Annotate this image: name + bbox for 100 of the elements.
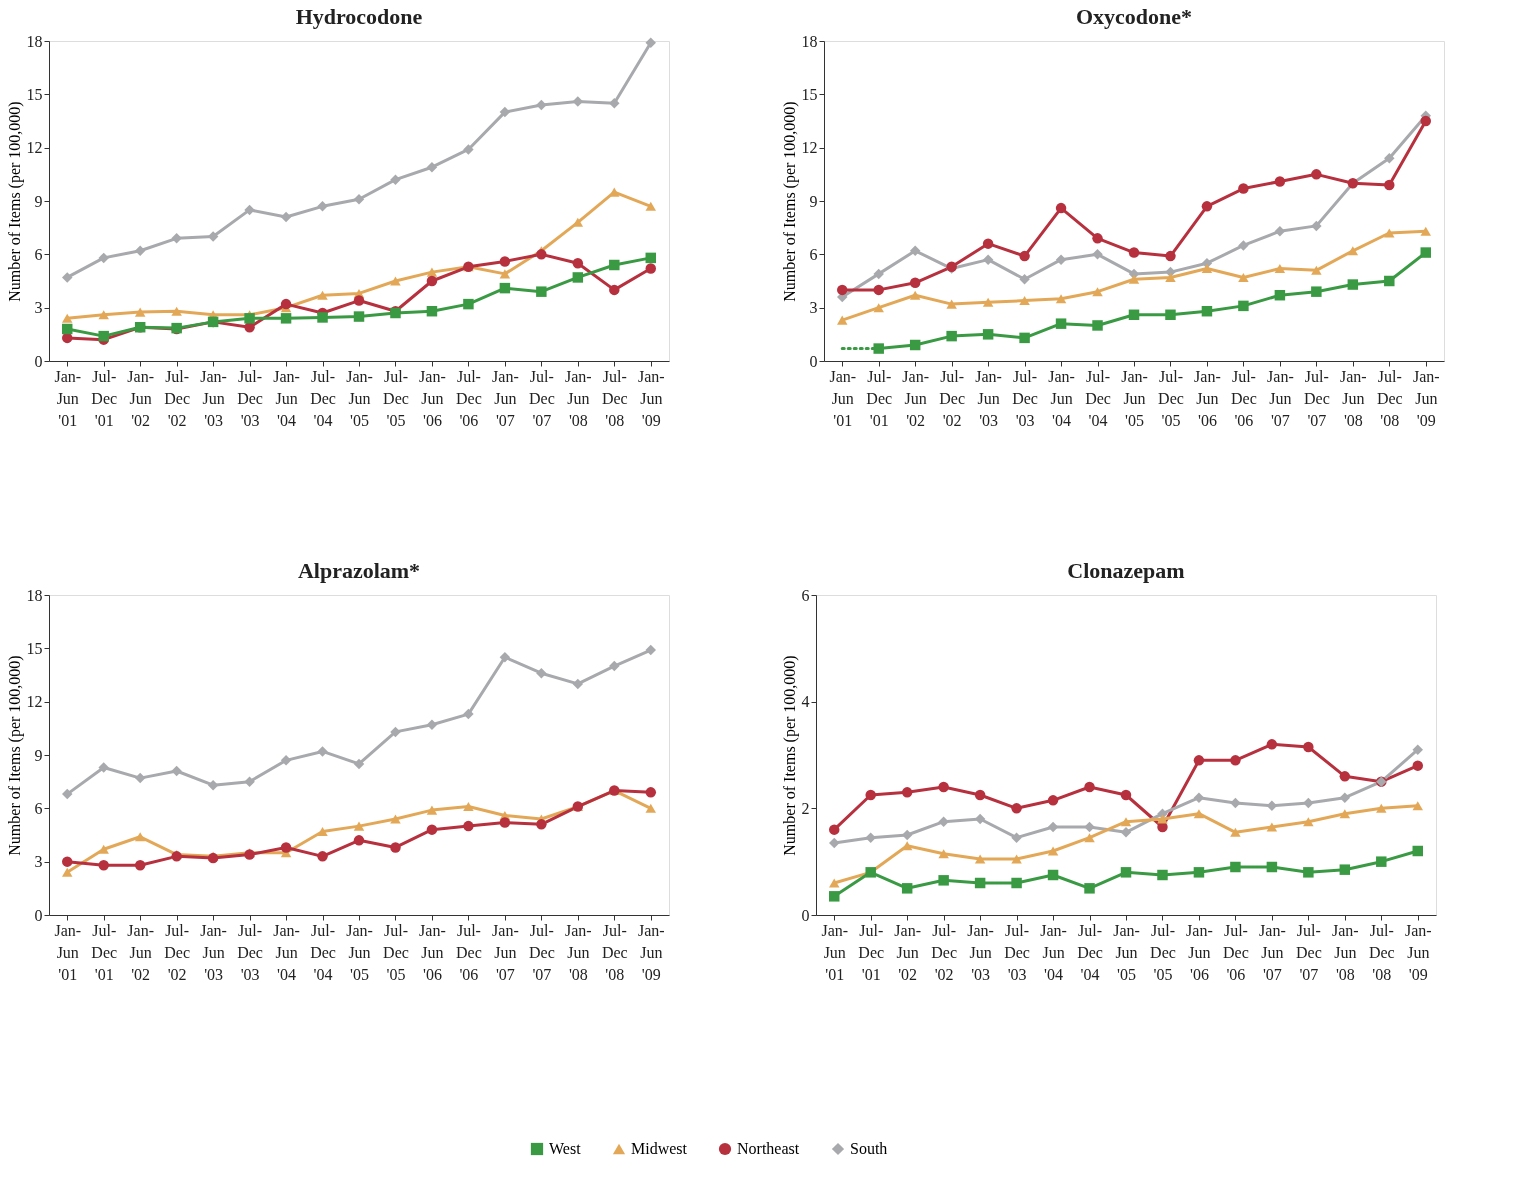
point	[536, 249, 547, 260]
x-tick-label: Jan- Jun '09	[637, 921, 665, 983]
x-tick-label: Jul- Dec '02	[164, 921, 191, 983]
y-tick-label: 3	[34, 853, 43, 871]
point	[536, 819, 547, 830]
point	[909, 277, 921, 289]
x-tick-label: Jul- Dec '01	[866, 367, 893, 429]
point	[1412, 801, 1424, 811]
point	[873, 284, 884, 296]
point	[974, 854, 986, 864]
y-tick-label: 3	[809, 299, 818, 317]
point	[280, 211, 292, 223]
point	[1019, 332, 1030, 344]
x-tick-label: Jan- Jun '07	[492, 367, 519, 429]
x-tick-label: Jan- Jun '07	[1267, 367, 1294, 429]
x-tick-label: Jan- Jun '01	[54, 367, 82, 429]
point	[1384, 228, 1395, 238]
point	[536, 286, 547, 297]
point	[873, 268, 884, 280]
point	[1384, 275, 1395, 287]
point	[1019, 273, 1030, 285]
point	[1303, 797, 1314, 809]
point	[499, 256, 511, 267]
point	[1347, 246, 1359, 256]
y-tick-label: 18	[26, 586, 43, 604]
point	[244, 204, 255, 216]
chart-title: Alprazolam*	[297, 558, 421, 583]
x-tick-label: Jul- Dec '04	[1077, 921, 1103, 983]
point	[1238, 300, 1249, 312]
x-tick-label: Jan- Jun '07	[492, 921, 519, 983]
point	[1157, 869, 1168, 881]
legend-label: Midwest	[631, 1140, 688, 1157]
point	[317, 290, 328, 300]
point	[938, 781, 949, 793]
x-tick-label: Jul- Dec '03	[237, 921, 263, 983]
point	[1412, 760, 1424, 771]
point	[317, 312, 328, 323]
point	[353, 193, 365, 205]
point	[1384, 179, 1395, 191]
point	[609, 187, 620, 197]
point	[280, 298, 292, 310]
point	[426, 824, 438, 835]
point	[1311, 265, 1322, 275]
point	[1084, 833, 1095, 843]
point	[828, 891, 840, 902]
point	[426, 305, 438, 317]
x-tick-label: Jul- Dec '02	[931, 921, 958, 983]
point	[1274, 176, 1286, 187]
point	[1311, 286, 1322, 297]
x-tick-label: Jan- Jun '08	[1340, 367, 1367, 429]
point	[865, 789, 876, 801]
point	[171, 233, 182, 244]
y-axis-title: Number of Items (per 100,000)	[780, 655, 799, 856]
x-tick-label: Jul- Dec '03	[237, 367, 263, 429]
point	[974, 877, 986, 889]
point	[1201, 305, 1213, 317]
y-axis-title: Number of Items (per 100,000)	[780, 101, 799, 302]
legend-label: South	[850, 1140, 888, 1157]
y-tick-label: 9	[34, 192, 43, 210]
x-tick-label: Jan- Jun '08	[565, 921, 592, 983]
x-tick-label: Jan- Jun '02	[902, 367, 929, 429]
point	[1230, 827, 1241, 837]
point	[572, 257, 584, 269]
x-tick-label: Jul- Dec '07	[528, 367, 555, 429]
x-tick-label: Jan- Jun '05	[1121, 367, 1148, 429]
point	[353, 821, 365, 831]
x-tick-label: Jul- Dec '04	[1085, 367, 1111, 429]
point	[1238, 240, 1249, 251]
x-tick-label: Jul- Dec '08	[1368, 921, 1395, 983]
point	[1019, 250, 1030, 262]
y-tick-label: 15	[26, 85, 43, 103]
point	[901, 787, 913, 798]
x-tick-label: Jan- Jun '05	[1113, 921, 1140, 983]
point	[499, 269, 511, 279]
y-tick-label: 12	[26, 693, 43, 711]
y-tick-label: 3	[34, 299, 43, 317]
y-tick-label: 6	[801, 586, 810, 604]
point	[353, 295, 365, 306]
point	[390, 726, 401, 738]
point	[836, 315, 848, 325]
x-tick-label: Jan- Jun '04	[1048, 367, 1075, 429]
point	[1092, 249, 1103, 260]
point	[1084, 883, 1095, 894]
x-tick-label: Jan- Jun '07	[1259, 921, 1286, 983]
point	[1274, 264, 1286, 274]
y-tick-label: 18	[26, 32, 43, 50]
chart-title: Clonazepam	[1067, 558, 1185, 583]
point	[134, 245, 146, 257]
point	[1011, 832, 1022, 843]
y-tick-label: 9	[809, 192, 818, 210]
point	[244, 313, 255, 324]
point	[1084, 781, 1095, 793]
x-tick-label: Jul- Dec '05	[1150, 921, 1176, 983]
point	[426, 805, 438, 815]
point	[909, 339, 921, 351]
point	[982, 254, 994, 265]
point	[134, 859, 146, 871]
x-tick-label: Jul- Dec '04	[310, 921, 336, 983]
legend-label: Northeast	[737, 1140, 800, 1157]
point	[1128, 247, 1140, 258]
